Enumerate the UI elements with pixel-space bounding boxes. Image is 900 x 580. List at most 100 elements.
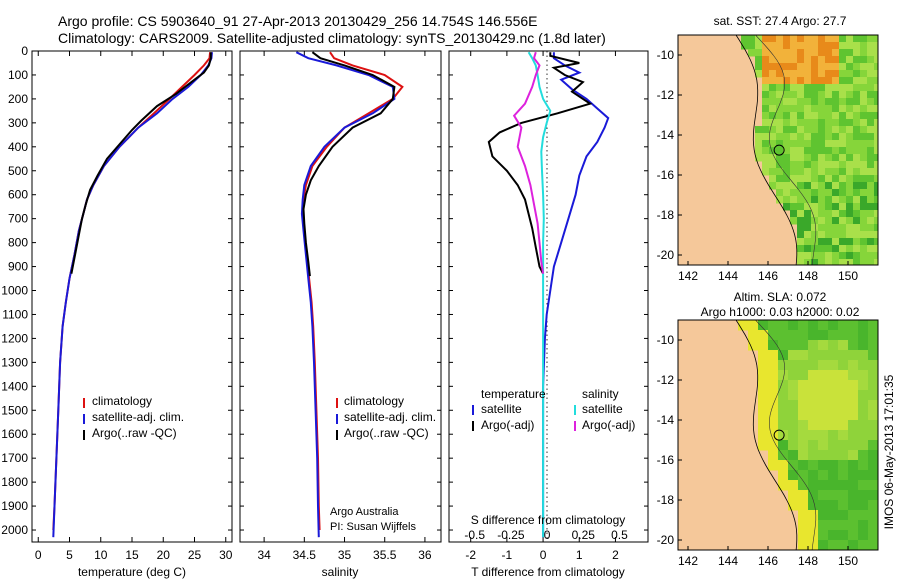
map-cell bbox=[838, 540, 849, 550]
map-cell bbox=[783, 196, 791, 204]
series-line-satellite-adj-clim- bbox=[52, 52, 213, 538]
map-cell bbox=[758, 330, 769, 341]
map-cell bbox=[868, 430, 878, 441]
map-cell bbox=[828, 340, 839, 351]
map-cell bbox=[858, 530, 869, 541]
map-cell bbox=[839, 182, 847, 190]
map-cell bbox=[798, 350, 809, 361]
map-cell bbox=[804, 119, 812, 127]
map-cell bbox=[838, 430, 849, 441]
map-cell bbox=[811, 245, 819, 253]
map-cell bbox=[838, 440, 849, 451]
map-cell bbox=[797, 154, 805, 162]
map-cell bbox=[848, 510, 859, 521]
map-cell bbox=[804, 238, 812, 246]
difference-series bbox=[487, 51, 610, 538]
map-cell bbox=[790, 63, 798, 71]
map-cell bbox=[832, 70, 840, 78]
map-cell bbox=[762, 98, 770, 106]
map-cell bbox=[846, 42, 854, 50]
map-cell bbox=[832, 77, 840, 85]
y-tick-label: 400 bbox=[8, 140, 28, 154]
map-cell bbox=[848, 530, 859, 541]
map-cell bbox=[769, 126, 777, 134]
map-cell bbox=[762, 133, 770, 141]
map-cell bbox=[832, 35, 840, 43]
map-cell bbox=[768, 430, 779, 441]
map-cell bbox=[811, 182, 819, 190]
map-cell bbox=[867, 84, 875, 92]
map-cell bbox=[769, 49, 777, 57]
map-cell bbox=[797, 35, 805, 43]
map-cell bbox=[762, 49, 770, 57]
map-cell bbox=[778, 340, 789, 351]
map-cell bbox=[846, 56, 854, 64]
map-cell bbox=[846, 77, 854, 85]
map-cell bbox=[838, 470, 849, 481]
map-cell bbox=[874, 238, 878, 246]
map-cell bbox=[832, 126, 840, 134]
map-cell bbox=[839, 245, 847, 253]
map-cell bbox=[798, 390, 809, 401]
sst-map-frame bbox=[677, 34, 879, 266]
map-cell bbox=[762, 70, 770, 78]
map-cell bbox=[846, 63, 854, 71]
map-cell bbox=[776, 168, 784, 176]
map-cell bbox=[818, 98, 826, 106]
map-cell bbox=[858, 420, 869, 431]
map-cell bbox=[828, 420, 839, 431]
y-tick-label: 1100 bbox=[2, 307, 28, 321]
map-cell bbox=[818, 350, 829, 361]
map-cell bbox=[874, 154, 878, 162]
map-cell bbox=[783, 154, 791, 162]
map-cell bbox=[846, 70, 854, 78]
map-cell bbox=[811, 168, 819, 176]
map-cell bbox=[790, 105, 798, 113]
map-cell bbox=[874, 203, 878, 211]
map-cell bbox=[825, 147, 833, 155]
map-cell bbox=[858, 470, 869, 481]
map-cell bbox=[797, 119, 805, 127]
x-tick-label: 20 bbox=[157, 548, 171, 562]
map-cell bbox=[762, 77, 770, 85]
map-cell bbox=[762, 140, 770, 148]
legend-t-argo: Argo(-adj) bbox=[481, 418, 534, 432]
map-cell bbox=[867, 63, 875, 71]
map-cell bbox=[868, 530, 878, 541]
map-cell bbox=[853, 182, 861, 190]
map-cell bbox=[804, 245, 812, 253]
map-cell bbox=[868, 490, 878, 501]
map-x-tick-label: 144 bbox=[718, 554, 738, 568]
x-tick-label: 2 bbox=[612, 548, 619, 562]
map-cell bbox=[853, 231, 861, 239]
map-cell bbox=[846, 238, 854, 246]
map-cell bbox=[788, 490, 799, 501]
map-cell bbox=[804, 147, 812, 155]
x-tick-label: 35.5 bbox=[373, 548, 397, 562]
y-tick-label: 1900 bbox=[1, 499, 28, 513]
map-cell bbox=[811, 63, 819, 71]
map-cell bbox=[762, 154, 770, 162]
map-cell bbox=[755, 56, 763, 64]
map-cell bbox=[828, 410, 839, 421]
map-cell bbox=[846, 49, 854, 57]
map-cell bbox=[762, 91, 770, 99]
map-cell bbox=[839, 238, 847, 246]
map-cell bbox=[839, 77, 847, 85]
map-cell bbox=[825, 133, 833, 141]
map-cell bbox=[811, 84, 819, 92]
map-cell bbox=[788, 430, 799, 441]
map-cell bbox=[804, 168, 812, 176]
map-cell bbox=[811, 154, 819, 162]
map-cell bbox=[846, 245, 854, 253]
sst-map: 142 144 146 148 150 -10 -12 -14 -16 -18 -20 bbox=[657, 34, 879, 283]
map-cell bbox=[741, 42, 749, 50]
map-cell bbox=[860, 245, 868, 253]
map-cell bbox=[798, 420, 809, 431]
map-cell bbox=[818, 390, 829, 401]
series-line-argo-raw-qc- bbox=[302, 51, 396, 277]
map-cell bbox=[776, 126, 784, 134]
map-cell bbox=[867, 224, 875, 232]
map-cell bbox=[755, 70, 763, 78]
map-cell bbox=[860, 126, 868, 134]
